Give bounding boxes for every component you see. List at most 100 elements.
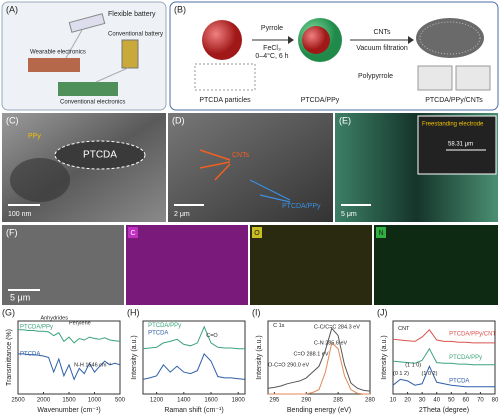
element-label: N bbox=[378, 230, 383, 237]
x-tick-label: 1200 bbox=[150, 398, 164, 404]
panel-label: (D) bbox=[172, 115, 185, 125]
label: PTCDA/PPy bbox=[301, 97, 340, 104]
x-tick-label: 2000 bbox=[37, 398, 51, 404]
panel-e: (E) Freestanding electrode 58.31 μm 5 μm bbox=[335, 113, 498, 222]
scale-label: 2 μm bbox=[174, 211, 190, 218]
x-tick-label: 10 bbox=[390, 398, 397, 404]
plot-frame bbox=[17, 320, 121, 395]
series-label: PTCDA/PPy bbox=[449, 355, 482, 361]
plot-frame bbox=[267, 320, 371, 395]
series-label: PTCDA bbox=[148, 330, 168, 336]
annotation: Anhydrides bbox=[40, 316, 68, 322]
x-axis-label: Wavenumber (cm⁻¹) bbox=[37, 407, 100, 414]
label: Conventional battery bbox=[108, 32, 163, 38]
series-label: PTCDA/PPy/CNT bbox=[449, 332, 496, 338]
y-axis-label: Transmittance (%) bbox=[6, 329, 13, 386]
x-axis-label: Bending energy (eV) bbox=[287, 407, 351, 414]
map-n bbox=[374, 225, 498, 305]
film bbox=[416, 18, 484, 58]
annotation: C=O bbox=[206, 333, 218, 339]
x-tick-label: 30 bbox=[419, 398, 426, 404]
structure bbox=[194, 63, 256, 91]
battery bbox=[121, 39, 139, 69]
label: CNTs bbox=[373, 29, 391, 36]
panel-label: (F) bbox=[6, 227, 18, 237]
label: Pyrrole bbox=[261, 25, 283, 32]
photo bbox=[417, 65, 453, 91]
inset bbox=[417, 115, 497, 175]
series-line bbox=[392, 347, 495, 366]
panel-label: (A) bbox=[6, 4, 18, 14]
film bbox=[419, 21, 481, 55]
element-tag bbox=[376, 227, 386, 238]
series-line bbox=[392, 329, 495, 344]
connector bbox=[65, 29, 83, 59]
x-tick-label: 285 bbox=[333, 398, 344, 404]
particle bbox=[202, 20, 242, 60]
series-label: PTCDA/PPy bbox=[148, 323, 181, 329]
label: Freestanding electrode bbox=[422, 122, 484, 128]
label: PTCDA bbox=[83, 150, 117, 161]
x-axis-label: Raman shift (cm⁻¹) bbox=[164, 407, 223, 414]
label: 0–4°C, 6 h bbox=[255, 52, 288, 60]
panel-label: (G) bbox=[2, 307, 15, 317]
series-line bbox=[142, 325, 245, 350]
x-tick-label: 1500 bbox=[62, 398, 76, 404]
series-line bbox=[18, 329, 121, 344]
label: Vacuum filtration bbox=[356, 45, 408, 52]
x-tick-label: 60 bbox=[463, 398, 470, 404]
label: PPy bbox=[28, 133, 41, 140]
series-line bbox=[18, 353, 121, 381]
label: FeCl₃ bbox=[263, 45, 281, 52]
panel-label: (B) bbox=[174, 4, 186, 14]
plot-frame bbox=[142, 320, 246, 395]
scale-label: 5 μm bbox=[10, 292, 30, 302]
particle bbox=[302, 26, 330, 54]
y-axis-label: Intensity (a.u.) bbox=[256, 335, 263, 379]
plot-frame bbox=[392, 320, 496, 395]
label: Conventional electronics bbox=[60, 100, 125, 106]
x-tick-label: 70 bbox=[477, 398, 484, 404]
label: Flexible battery bbox=[108, 11, 156, 18]
panel-label: (E) bbox=[339, 115, 351, 125]
x-tick-label: 1400 bbox=[177, 398, 191, 404]
annotation: C 1s bbox=[273, 323, 285, 329]
x-tick-label: 50 bbox=[448, 398, 455, 404]
annotation: CNT bbox=[398, 326, 410, 332]
series-line bbox=[267, 327, 371, 392]
battery bbox=[68, 13, 106, 33]
series-label: PTCDA bbox=[449, 378, 469, 384]
x-tick-label: 2500 bbox=[11, 398, 25, 404]
label: PTCDA/PPy/CNTs bbox=[425, 97, 483, 104]
annotation: (0 1 2) bbox=[393, 371, 409, 377]
annotation: C-C/C=C 284.3 eV bbox=[314, 324, 360, 330]
pointer bbox=[249, 179, 291, 203]
series-line bbox=[268, 341, 370, 395]
arrow bbox=[408, 36, 414, 44]
series-line bbox=[392, 365, 495, 388]
map-o bbox=[250, 225, 372, 305]
x-tick-label: 290 bbox=[301, 398, 312, 404]
pointer bbox=[199, 149, 231, 181]
series-line bbox=[142, 352, 246, 380]
element-label: C bbox=[130, 230, 135, 237]
panel-f: (F) 5 μm C O N bbox=[2, 225, 498, 305]
arrow bbox=[288, 36, 294, 44]
x-tick-label: 295 bbox=[269, 398, 280, 404]
panel-a: (A) Flexible battery Wearable electronic… bbox=[1, 1, 167, 111]
panel-label: (I) bbox=[252, 307, 261, 317]
label: PTCDA/PPy bbox=[282, 203, 321, 210]
annotation: (1 1 0) bbox=[405, 362, 421, 368]
series-label: PTCDA bbox=[20, 351, 40, 357]
connector bbox=[95, 67, 129, 83]
y-axis-label: Intensity (a.u.) bbox=[131, 335, 138, 379]
annotation: C-N 285.6 eV bbox=[314, 340, 348, 346]
photo bbox=[455, 65, 491, 91]
annotation: Perylene bbox=[69, 321, 91, 327]
annotation: N-H 1546 cm⁻¹ bbox=[74, 362, 111, 368]
element-label: O bbox=[254, 230, 260, 237]
label: Polypyrrole bbox=[358, 73, 393, 80]
device bbox=[28, 58, 80, 72]
annotation: (1 0 2) bbox=[422, 371, 438, 377]
device bbox=[58, 82, 118, 96]
